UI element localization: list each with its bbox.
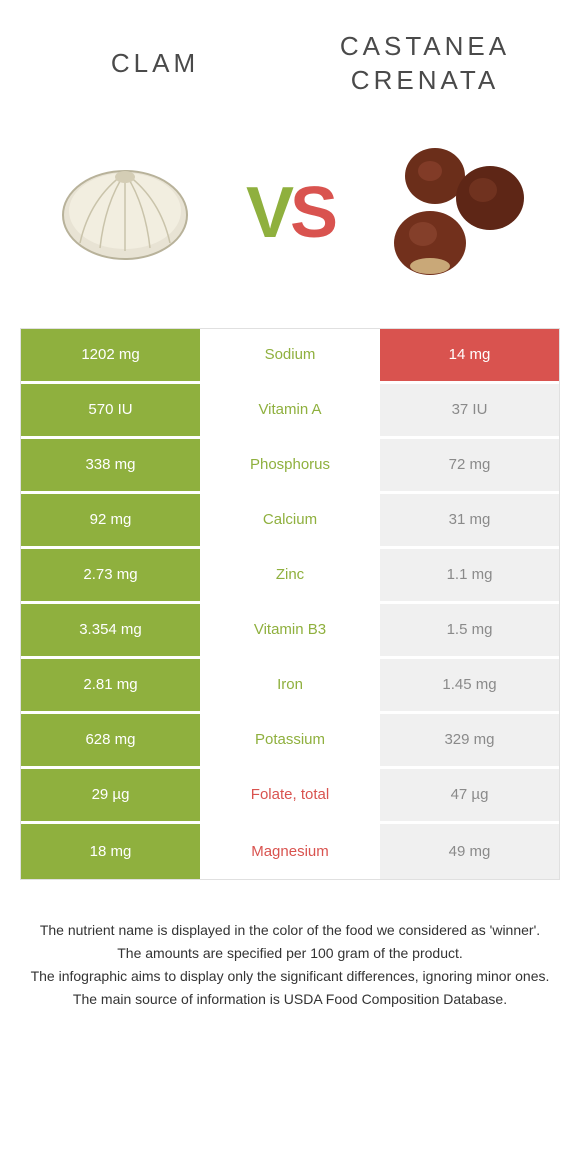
nutrient-table: 1202 mgSodium14 mg570 IUVitamin A37 IU33… bbox=[20, 328, 560, 880]
title-right-line1: CASTANEA bbox=[340, 30, 510, 64]
nutrient-name: Iron bbox=[200, 659, 380, 711]
nutrient-name: Sodium bbox=[200, 329, 380, 381]
nutrient-name: Calcium bbox=[200, 494, 380, 546]
table-row: 29 µgFolate, total47 µg bbox=[21, 769, 559, 824]
value-left: 92 mg bbox=[21, 494, 200, 546]
value-right: 49 mg bbox=[380, 824, 559, 879]
value-right: 329 mg bbox=[380, 714, 559, 766]
vs-label: VS bbox=[230, 172, 350, 254]
table-row: 1202 mgSodium14 mg bbox=[21, 329, 559, 384]
value-right: 1.1 mg bbox=[380, 549, 559, 601]
clam-image bbox=[20, 128, 230, 298]
value-left: 29 µg bbox=[21, 769, 200, 821]
images-row: VS bbox=[0, 108, 580, 328]
table-row: 3.354 mgVitamin B31.5 mg bbox=[21, 604, 559, 659]
chestnut-icon bbox=[375, 138, 535, 288]
value-right: 37 IU bbox=[380, 384, 559, 436]
table-row: 2.81 mgIron1.45 mg bbox=[21, 659, 559, 714]
vs-s: S bbox=[290, 173, 334, 253]
clam-icon bbox=[50, 153, 200, 273]
value-right: 47 µg bbox=[380, 769, 559, 821]
footer: The nutrient name is displayed in the co… bbox=[0, 880, 580, 1032]
table-row: 570 IUVitamin A37 IU bbox=[21, 384, 559, 439]
footer-line-1: The nutrient name is displayed in the co… bbox=[30, 920, 550, 941]
table-row: 18 mgMagnesium49 mg bbox=[21, 824, 559, 879]
title-left: CLAM bbox=[20, 30, 290, 98]
value-left: 338 mg bbox=[21, 439, 200, 491]
footer-line-4: The main source of information is USDA F… bbox=[30, 989, 550, 1010]
nutrient-name: Zinc bbox=[200, 549, 380, 601]
chestnut-image bbox=[350, 128, 560, 298]
value-left: 2.73 mg bbox=[21, 549, 200, 601]
vs-v: V bbox=[246, 173, 290, 253]
footer-line-3: The infographic aims to display only the… bbox=[30, 966, 550, 987]
nutrient-name: Vitamin A bbox=[200, 384, 380, 436]
value-right: 72 mg bbox=[380, 439, 559, 491]
value-right: 1.45 mg bbox=[380, 659, 559, 711]
table-row: 628 mgPotassium329 mg bbox=[21, 714, 559, 769]
nutrient-name: Folate, total bbox=[200, 769, 380, 821]
footer-line-2: The amounts are specified per 100 gram o… bbox=[30, 943, 550, 964]
value-left: 3.354 mg bbox=[21, 604, 200, 656]
header: CLAM CASTANEA CRENATA bbox=[0, 0, 580, 108]
value-left: 18 mg bbox=[21, 824, 200, 879]
value-left: 628 mg bbox=[21, 714, 200, 766]
nutrient-name: Magnesium bbox=[200, 824, 380, 879]
nutrient-name: Phosphorus bbox=[200, 439, 380, 491]
value-left: 570 IU bbox=[21, 384, 200, 436]
value-right: 14 mg bbox=[380, 329, 559, 381]
table-row: 92 mgCalcium31 mg bbox=[21, 494, 559, 549]
table-row: 338 mgPhosphorus72 mg bbox=[21, 439, 559, 494]
value-right: 31 mg bbox=[380, 494, 559, 546]
title-right-line2: CRENATA bbox=[340, 64, 510, 98]
title-right: CASTANEA CRENATA bbox=[290, 30, 560, 98]
nutrient-name: Potassium bbox=[200, 714, 380, 766]
value-right: 1.5 mg bbox=[380, 604, 559, 656]
nutrient-name: Vitamin B3 bbox=[200, 604, 380, 656]
value-left: 1202 mg bbox=[21, 329, 200, 381]
value-left: 2.81 mg bbox=[21, 659, 200, 711]
table-row: 2.73 mgZinc1.1 mg bbox=[21, 549, 559, 604]
